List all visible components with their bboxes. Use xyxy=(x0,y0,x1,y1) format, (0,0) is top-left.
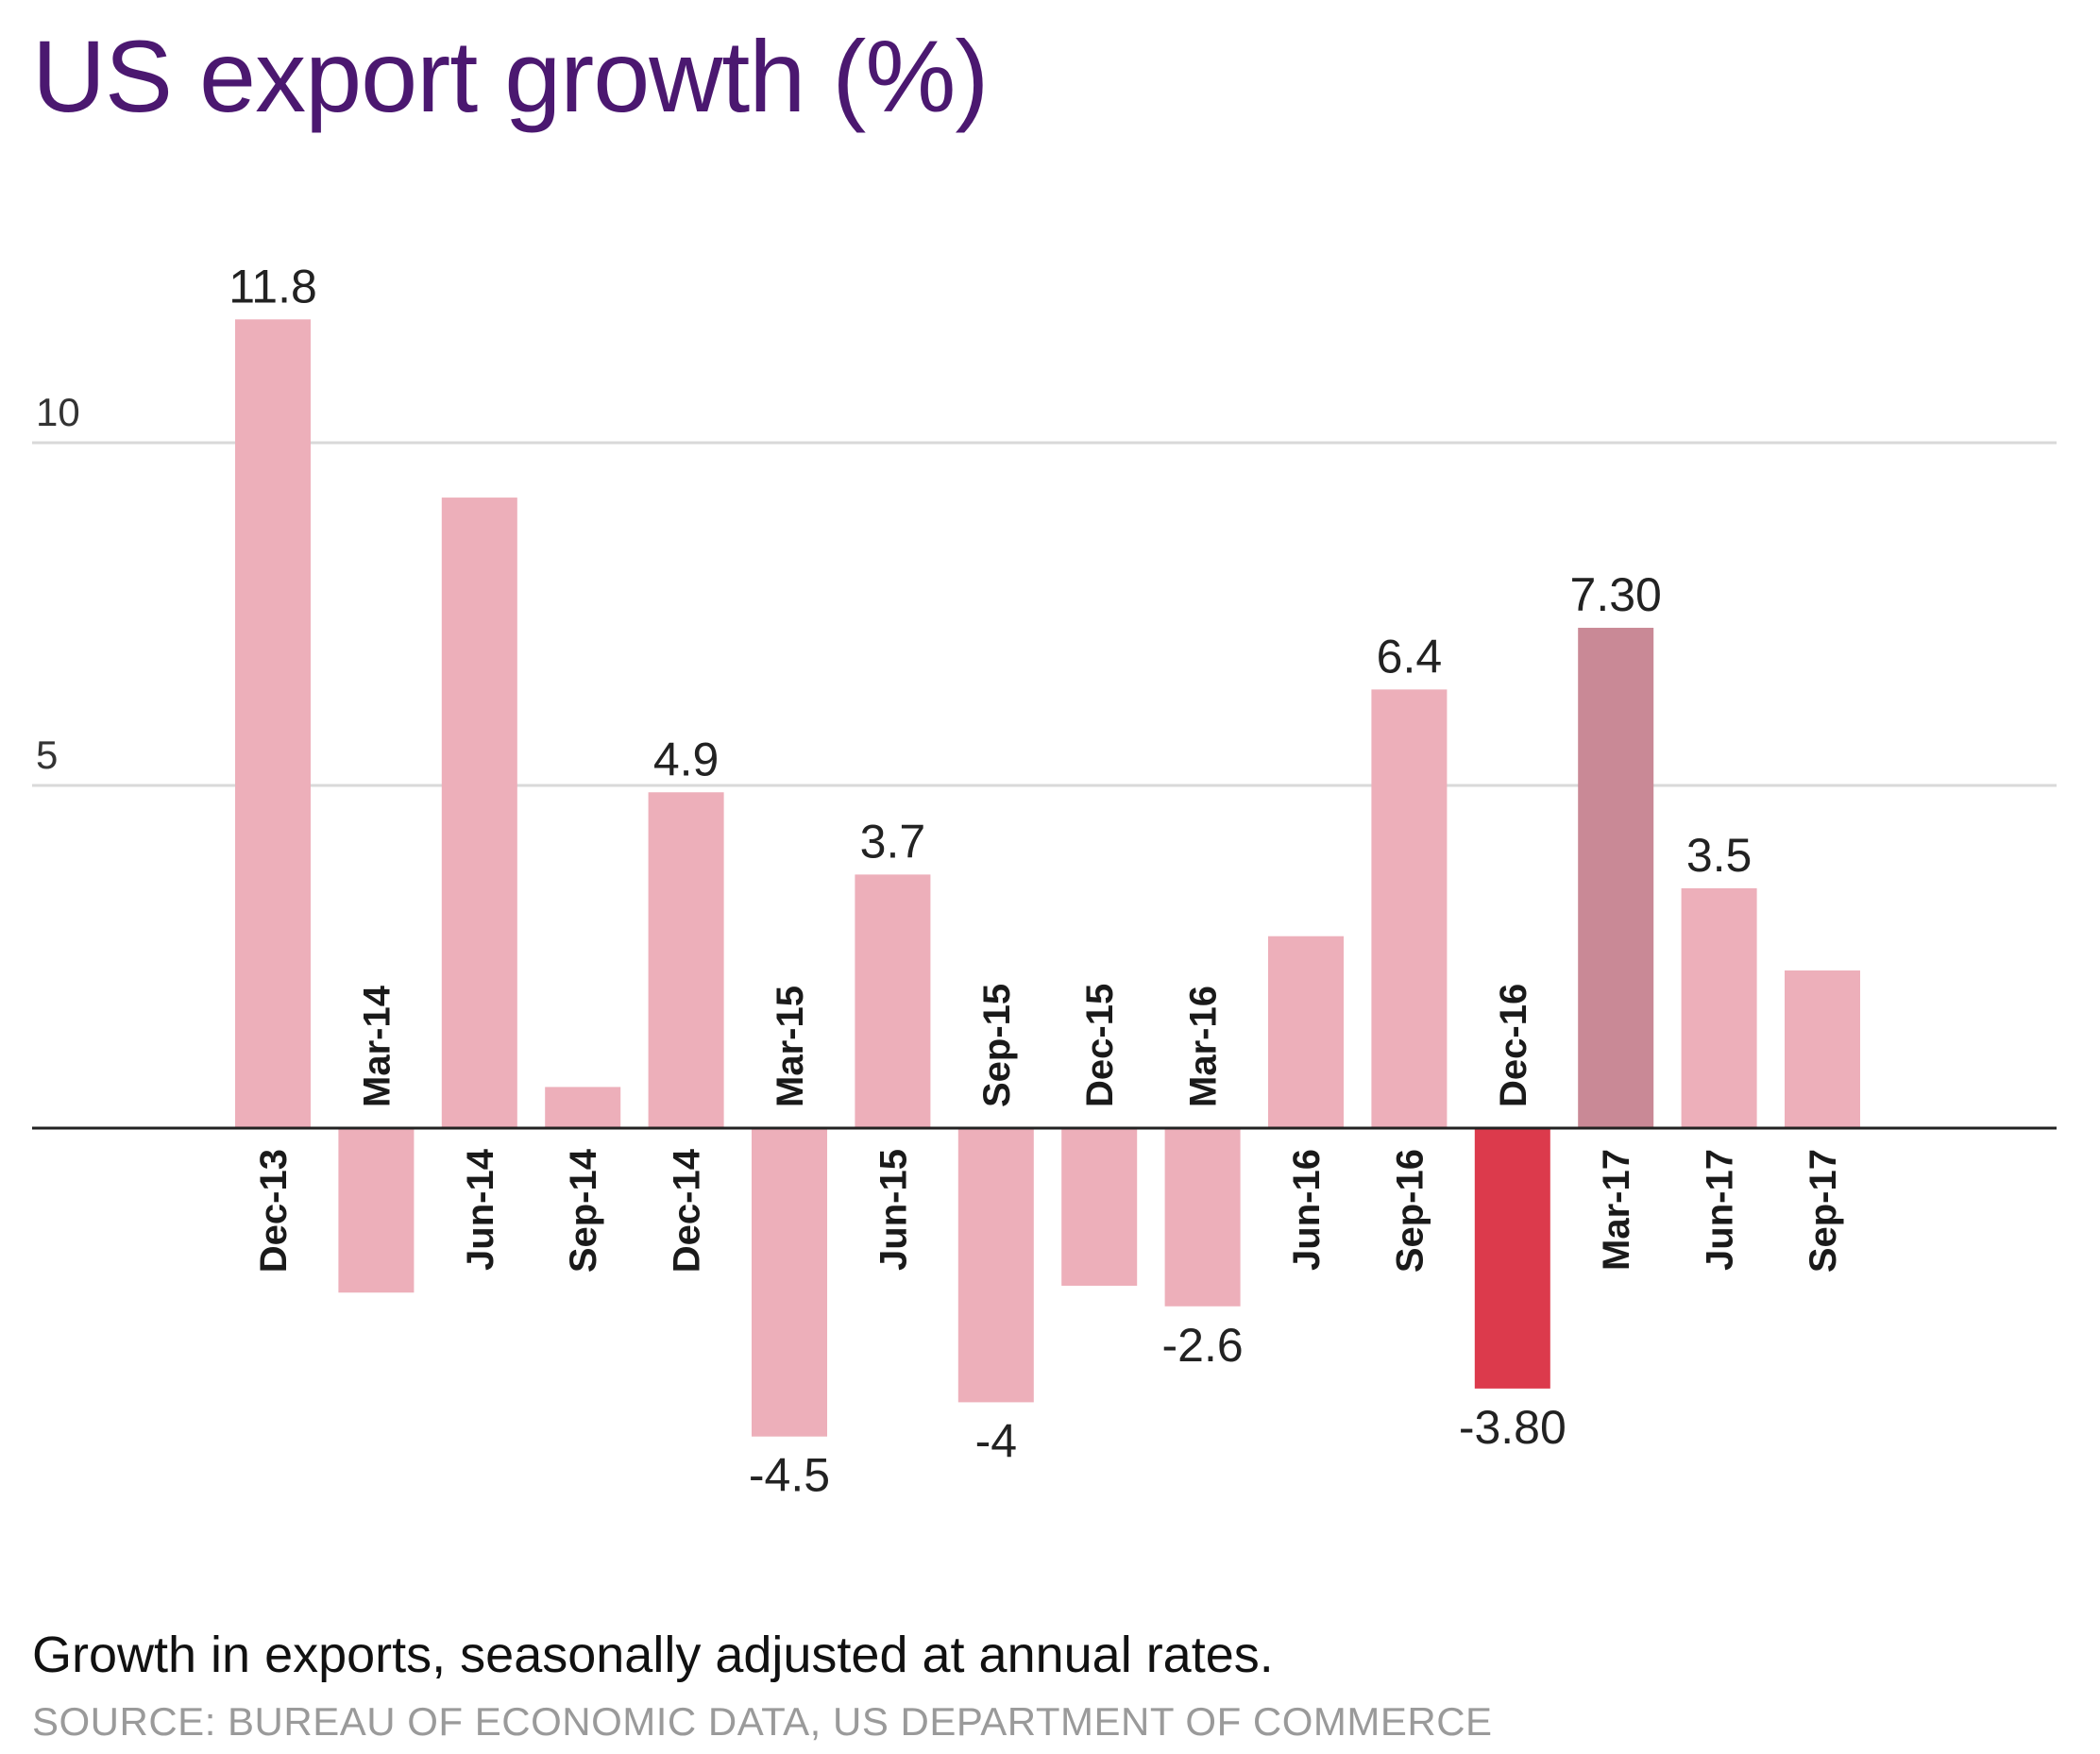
bars xyxy=(235,319,1860,1437)
data-label-dec-16: -3.80 xyxy=(1459,1401,1567,1454)
category-label-mar-17: Mar-17 xyxy=(1596,1149,1637,1271)
labels: 5 10 11.8 Dec-13 Mar-14 Jun-14 Sep-14 4.9 Dec-14… xyxy=(36,260,1844,1501)
bar-sep-17 xyxy=(1785,970,1860,1128)
data-label-mar-17: 7.30 xyxy=(1570,568,1662,621)
y-tick-label-10: 10 xyxy=(36,390,80,434)
gridlines xyxy=(32,441,2057,787)
data-label-mar-16: -2.6 xyxy=(1162,1319,1244,1372)
category-label-jun-17: Jun-17 xyxy=(1700,1149,1741,1271)
category-label-sep-16: Sep-16 xyxy=(1389,1149,1431,1273)
category-label-sep-14: Sep-14 xyxy=(563,1148,604,1273)
category-label-mar-14: Mar-14 xyxy=(356,985,398,1107)
bar-mar-14 xyxy=(338,1128,415,1293)
bar-jun-15 xyxy=(855,874,931,1128)
bar-mar-15 xyxy=(752,1128,827,1437)
bar-sep-15 xyxy=(957,1128,1034,1403)
data-label-mar-15: -4.5 xyxy=(749,1449,830,1502)
category-label-jun-15: Jun-15 xyxy=(872,1149,914,1271)
bar-dec-15 xyxy=(1061,1128,1138,1286)
bar-dec-16 xyxy=(1474,1128,1550,1389)
bar-jun-16 xyxy=(1268,936,1344,1128)
bar-dec-14 xyxy=(648,792,724,1128)
category-label-mar-15: Mar-15 xyxy=(770,986,811,1107)
chart-title: US export growth (%) xyxy=(32,19,989,133)
category-label-jun-16: Jun-16 xyxy=(1286,1149,1328,1271)
data-label-sep-15: -4 xyxy=(975,1414,1017,1467)
category-label-dec-13: Dec-13 xyxy=(253,1149,295,1273)
category-label-mar-16: Mar-16 xyxy=(1183,986,1225,1107)
data-label-jun-17: 3.5 xyxy=(1686,829,1753,882)
bar-jun-14 xyxy=(441,498,517,1128)
bar-jun-17 xyxy=(1681,887,1757,1128)
category-label-dec-16: Dec-16 xyxy=(1493,984,1534,1107)
bar-sep-16 xyxy=(1371,689,1448,1128)
data-label-sep-16: 6.4 xyxy=(1377,630,1443,683)
y-tick-label-5: 5 xyxy=(36,733,58,777)
chart-subtitle: Growth in exports, seasonally adjusted a… xyxy=(32,1627,1274,1683)
category-label-dec-15: Dec-15 xyxy=(1079,984,1121,1107)
bar-dec-13 xyxy=(235,319,311,1128)
bar-mar-17 xyxy=(1578,628,1654,1128)
chart-source: SOURCE: BUREAU OF ECONOMIC DATA, US DEPA… xyxy=(32,1699,1493,1744)
bar-sep-14 xyxy=(545,1087,621,1128)
category-label-sep-17: Sep-17 xyxy=(1803,1149,1844,1273)
data-label-dec-13: 11.8 xyxy=(229,260,317,312)
category-label-sep-15: Sep-15 xyxy=(976,984,1018,1107)
data-label-dec-14: 4.9 xyxy=(653,733,720,785)
bar-mar-16 xyxy=(1164,1128,1241,1307)
data-label-jun-15: 3.7 xyxy=(860,815,926,868)
category-label-dec-14: Dec-14 xyxy=(667,1148,708,1273)
category-label-jun-14: Jun-14 xyxy=(460,1148,501,1271)
bar-chart: 5 10 11.8 Dec-13 Mar-14 Jun-14 Sep-14 4.9 Dec-14… xyxy=(32,260,2057,1502)
